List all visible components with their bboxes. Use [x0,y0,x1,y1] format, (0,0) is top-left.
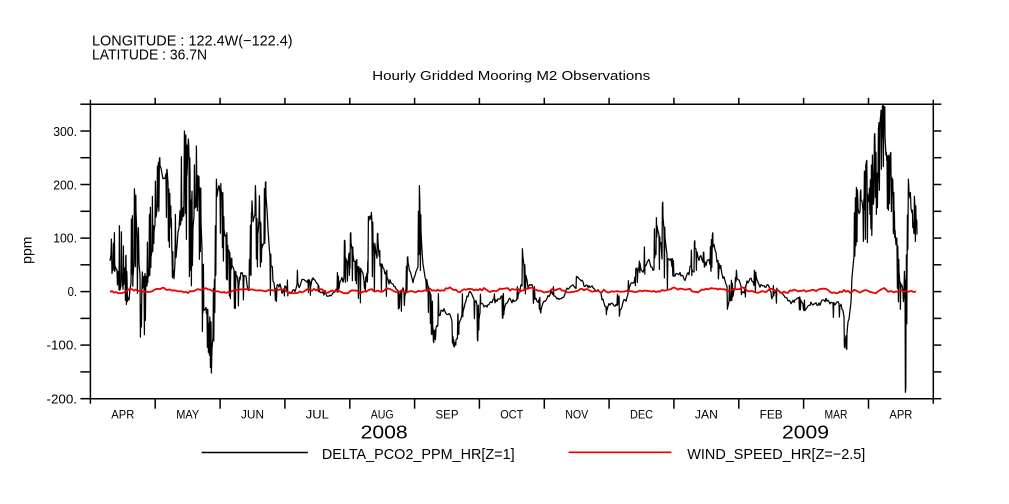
svg-text:JAN: JAN [695,409,718,421]
svg-text:2008: 2008 [361,422,408,442]
svg-text:0.: 0. [68,284,77,299]
svg-text:FEB: FEB [760,409,783,421]
svg-text:MAY: MAY [176,409,199,421]
svg-text:DELTA_PCO2_PPM_HR[Z=1]: DELTA_PCO2_PPM_HR[Z=1] [322,447,515,463]
svg-text:OCT: OCT [500,409,523,421]
svg-text:2009: 2009 [782,422,829,442]
svg-text:APR: APR [111,409,134,421]
svg-text:AUG: AUG [371,409,394,421]
svg-text:SEP: SEP [436,409,459,421]
svg-text:-100.: -100. [47,338,78,353]
svg-text:Hourly Gridded Mooring M2 Obse: Hourly Gridded Mooring M2 Observations [372,68,650,83]
svg-text:JUN: JUN [241,409,264,421]
svg-text:100.: 100. [53,231,77,246]
svg-text:MAR: MAR [825,409,848,421]
svg-text:DEC: DEC [630,409,653,421]
svg-text:LONGITUDE : 122.4W(−122.4): LONGITUDE : 122.4W(−122.4) [92,33,293,49]
svg-text:WIND_SPEED_HR[Z=−2.5]: WIND_SPEED_HR[Z=−2.5] [687,447,865,463]
svg-text:NOV: NOV [565,409,588,421]
svg-text:ppm: ppm [19,237,35,264]
svg-text:LATITUDE : 36.7N: LATITUDE : 36.7N [92,48,207,64]
svg-text:300.: 300. [53,124,77,139]
svg-text:-200.: -200. [47,391,78,406]
svg-text:JUL: JUL [306,409,330,421]
svg-text:200.: 200. [53,177,77,192]
svg-text:APR: APR [889,409,912,421]
